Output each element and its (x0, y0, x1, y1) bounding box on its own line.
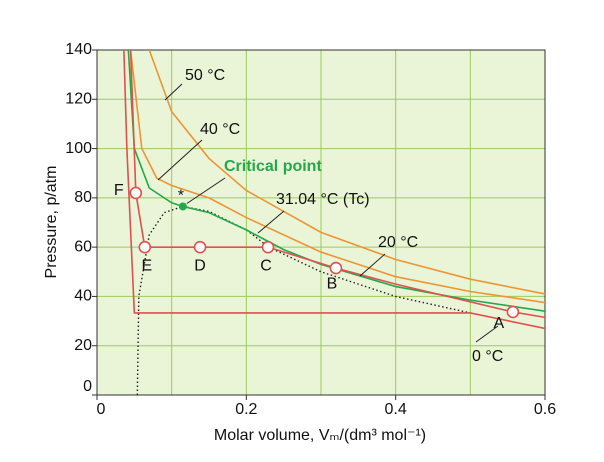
phase-boundary (136, 205, 471, 395)
y-axis-label: Pressure, p/atm (43, 166, 60, 279)
y-tick-label: 100 (65, 140, 92, 157)
legend-label: 50 °C (185, 67, 225, 84)
point-label: E (141, 257, 152, 274)
axes-frame (96, 49, 546, 396)
y-tick-label: 120 (65, 91, 92, 108)
legend-label: 40 °C (200, 121, 240, 138)
legend-label: 20 °C (378, 234, 418, 251)
y-tick-label: 0 (83, 378, 92, 395)
point-label: B (327, 275, 338, 292)
leader-line (157, 139, 203, 181)
x-tick-label: 0.6 (534, 401, 556, 418)
leader-line (257, 210, 285, 234)
state-point (138, 240, 152, 254)
critical-label: Critical point (224, 158, 322, 175)
critical-marker: * (178, 188, 184, 205)
state-point (261, 240, 275, 254)
y-tick-label: 140 (65, 41, 92, 58)
y-tick-label: 80 (74, 189, 92, 206)
state-point (506, 305, 520, 319)
point-label: A (494, 315, 505, 332)
point-label: F (114, 182, 124, 199)
isotherm (129, 50, 545, 304)
y-tick-label: 40 (74, 288, 92, 305)
isotherm (123, 50, 545, 330)
leader-line (475, 325, 499, 343)
state-point (329, 261, 343, 275)
critical-point (178, 202, 187, 211)
x-axis-label: Molar volume, Vₘ/(dm³ mol⁻¹) (214, 427, 426, 444)
state-point (129, 186, 143, 200)
leader-line (186, 177, 226, 204)
x-tick-label: 0.2 (235, 401, 257, 418)
y-tick-label: 60 (74, 238, 92, 255)
legend-label: 0 °C (472, 348, 503, 365)
y-tick-label: 20 (74, 337, 92, 354)
legend-label: 31.04 °C (Tc) (276, 191, 370, 208)
isotherm (127, 50, 545, 313)
point-label: C (260, 257, 272, 274)
x-tick-label: 0 (97, 401, 106, 418)
leader-line (359, 253, 386, 277)
point-label: D (194, 257, 206, 274)
leader-line (164, 83, 183, 101)
state-point (193, 240, 207, 254)
x-tick-label: 0.4 (385, 401, 407, 418)
